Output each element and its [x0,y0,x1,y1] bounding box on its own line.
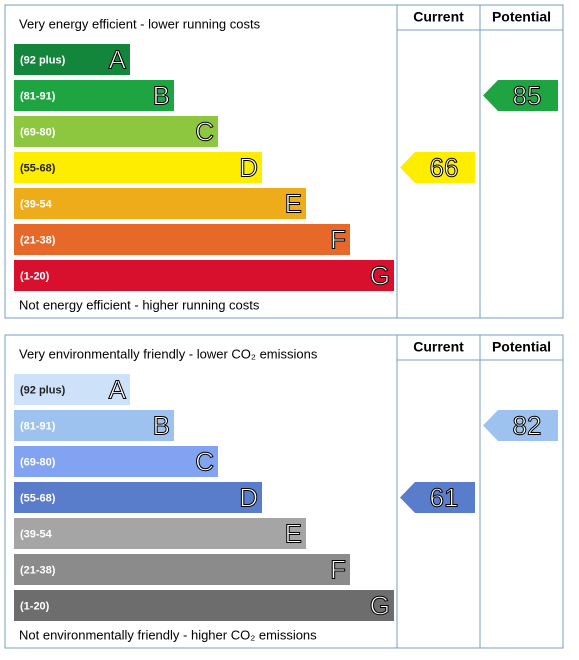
column-header: Current [413,9,464,25]
top-label: Very environmentally friendly - lower CO… [19,346,318,361]
rating-value: 66 [430,152,459,182]
rating-band [14,44,130,75]
band-letter: G [370,590,390,620]
rating-band [14,260,394,291]
rating-value: 85 [513,80,542,110]
rating-value: 61 [430,482,459,512]
rating-band [14,224,350,255]
band-range: (1-20) [20,270,50,282]
band-range: (1-20) [20,600,50,612]
band-range: (55-68) [20,162,56,174]
panel-frame [4,4,564,319]
band-letter: A [109,374,127,404]
rating-arrow [483,80,558,111]
bottom-label: Not energy efficient - higher running co… [19,297,260,312]
bottom-label: Not environmentally friendly - higher CO… [19,627,317,642]
band-letter: C [195,116,214,146]
rating-band [14,80,174,111]
band-letter: G [370,260,390,290]
column-header: Potential [492,9,551,25]
rating-band [14,410,174,441]
column-header: Current [413,339,464,355]
band-range: (21-38) [20,234,56,246]
rating-arrow [483,410,558,441]
band-letter: C [195,446,214,476]
band-letter: A [109,44,127,74]
band-range: (39-54 [20,528,53,540]
rating-arrow [400,482,475,513]
band-range: (69-80) [20,126,56,138]
rating-arrow [400,152,475,183]
band-range: (69-80) [20,456,56,468]
rating-band [14,554,350,585]
band-letter: D [239,152,258,182]
band-letter: D [239,482,258,512]
rating-value: 82 [513,410,542,440]
panel-frame [4,334,564,649]
band-range: (39-54 [20,198,53,210]
band-range: (92 plus) [20,54,66,66]
rating-band [14,188,306,219]
band-letter: F [330,554,346,584]
band-range: (81-91) [20,90,56,102]
band-letter: B [153,410,170,440]
rating-band [14,116,218,147]
band-range: (81-91) [20,420,56,432]
band-letter: F [330,224,346,254]
band-range: (92 plus) [20,384,66,396]
band-range: (21-38) [20,564,56,576]
rating-band [14,446,218,477]
band-letter: E [285,188,302,218]
rating-band [14,152,262,183]
band-range: (55-68) [20,492,56,504]
rating-band [14,590,394,621]
band-letter: E [285,518,302,548]
rating-band [14,374,130,405]
column-header: Potential [492,339,551,355]
rating-band [14,482,262,513]
top-label: Very energy efficient - lower running co… [19,16,261,31]
rating-band [14,518,306,549]
band-letter: B [153,80,170,110]
